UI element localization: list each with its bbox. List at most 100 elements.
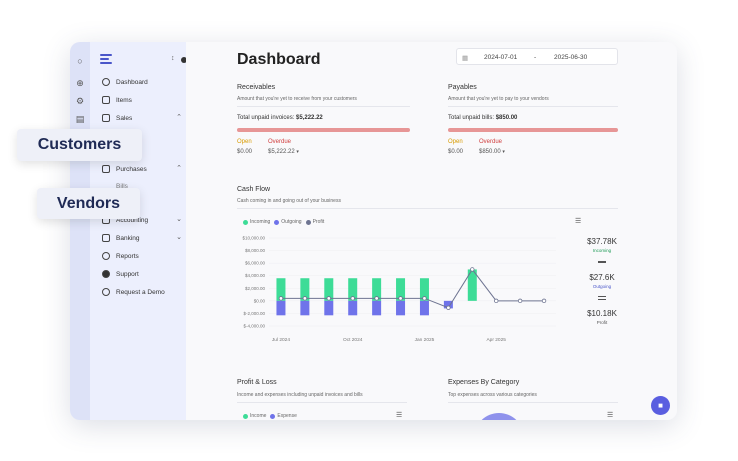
sidebar: ↕ Dashboard Items Sales ⌃ Purchases ⌃ Bi…	[90, 42, 187, 420]
profit-point	[326, 296, 331, 301]
receivables-overdue-bar	[237, 128, 410, 132]
outgoing-total: $27.6K	[589, 273, 615, 282]
legend-incoming[interactable]: Incoming	[243, 219, 270, 225]
page-title: Dashboard	[237, 51, 321, 68]
incoming-total-label: Incoming	[592, 248, 612, 253]
profit-point	[541, 298, 547, 304]
sidebar-item-purchases[interactable]: Purchases ⌃	[102, 163, 182, 175]
chat-button[interactable]: ■	[651, 396, 670, 415]
x-tick-label: Apr 2025	[486, 337, 506, 343]
sidebar-item-reports[interactable]: Reports	[102, 250, 182, 262]
sidebar-item-banking[interactable]: Banking ⌄	[102, 232, 182, 244]
brand-logo-icon[interactable]	[100, 54, 112, 64]
profit-point	[374, 296, 379, 301]
income-swatch	[243, 413, 248, 419]
caret-down-icon: ▾	[502, 149, 505, 155]
sidebar-item-sales[interactable]: Sales ⌃	[102, 112, 182, 124]
cashflow-chart: $10,000.00 $8,000.00 $6,000.00 $4,000.00 $2,…	[242, 236, 556, 343]
sidebar-item-label: Dashboard	[116, 78, 148, 86]
y-tick-label: $6,000.00	[245, 261, 266, 266]
profit-total-label: Profit	[596, 320, 608, 325]
payables-open-label: Open	[448, 139, 463, 145]
sidebar-subitem-bills[interactable]: Bills	[116, 180, 196, 192]
profit-point	[302, 296, 308, 301]
payables-overdue-value[interactable]: $850.00 ▾	[479, 149, 505, 155]
app-window: ○ ⊕ ⚙ ▤ ↕ Dashboard Items Sales ⌃ Purcha…	[70, 42, 677, 420]
equals-sign	[598, 296, 606, 297]
profit-point	[278, 296, 284, 301]
sidebar-item-label: Sales	[116, 114, 133, 122]
sidebar-item-label: Items	[116, 96, 132, 104]
cashflow-subtitle: Cash coming in and going out of your bus…	[237, 198, 341, 204]
receivables-overdue-amount: $5,222.22	[268, 149, 295, 155]
divider	[237, 208, 618, 209]
outgoing-bar	[372, 300, 382, 316]
document-icon[interactable]: ▤	[75, 114, 85, 124]
profit-point	[494, 298, 499, 304]
cashflow-title: Cash Flow	[237, 186, 271, 193]
incoming-total: $37.78K	[587, 237, 617, 246]
outgoing-swatch	[274, 219, 280, 225]
sidebar-item-label: Support	[116, 270, 139, 278]
incoming-bar	[348, 278, 358, 301]
legend-outgoing[interactable]: Outgoing	[274, 219, 302, 225]
legend-profit[interactable]: Profit	[305, 219, 325, 225]
minus-sign	[598, 261, 606, 263]
payables-overdue-label: Overdue	[479, 139, 503, 145]
outgoing-bar	[276, 300, 286, 316]
sidebar-item-items[interactable]: Items	[102, 94, 182, 106]
receivables-unpaid: Total unpaid invoices: $5,222.22	[237, 115, 323, 121]
y-tick-label: $8,000.00	[245, 248, 266, 253]
receivables-unpaid-value: $5,222.22	[296, 115, 323, 121]
receivables-open-label: Open	[237, 139, 252, 145]
y-tick-label: $-4,000.00	[243, 324, 265, 329]
expenses-category-title: Expenses By Category	[448, 379, 520, 386]
user-icon[interactable]: ○	[77, 56, 83, 66]
profit-point	[398, 296, 403, 301]
notification-dot[interactable]	[181, 57, 187, 63]
cart-icon	[102, 165, 110, 173]
divider	[237, 106, 410, 107]
chart-menu-icon[interactable]: ☰	[396, 412, 403, 419]
main-content: Dashboard ▦ 2024-07-01 - 2025-06-30 Rece…	[186, 42, 677, 420]
date-to[interactable]: 2025-06-30	[554, 54, 588, 61]
payables-unpaid-value: $850.00	[495, 115, 518, 121]
org-switcher-chevron-icon[interactable]: ↕	[171, 55, 175, 62]
incoming-bar	[300, 278, 310, 301]
expenses-pie-chart	[474, 413, 524, 420]
sidebar-item-label: Purchases	[116, 165, 147, 173]
date-from[interactable]: 2024-07-01	[484, 54, 518, 61]
chevron-up-icon: ⌃	[176, 165, 182, 172]
outgoing-total-label: Outgoing	[592, 284, 612, 289]
x-tick-label: Oct 2024	[343, 337, 363, 343]
y-tick-label: $10,000.00	[242, 236, 265, 241]
chart-menu-icon[interactable]: ☰	[607, 412, 614, 419]
legend-expense[interactable]: Expense	[270, 413, 297, 419]
incoming-bar	[419, 278, 429, 301]
incoming-bar	[467, 269, 477, 301]
date-range-picker[interactable]: ▦ 2024-07-01 - 2025-06-30	[456, 48, 618, 65]
receivables-overdue-value[interactable]: $5,222.22 ▾	[268, 149, 299, 155]
sidebar-item-support[interactable]: Support	[102, 268, 182, 280]
expense-swatch	[270, 413, 276, 419]
add-icon[interactable]: ⊕	[76, 78, 84, 88]
sidebar-item-label: Reports	[116, 252, 139, 260]
legend-income[interactable]: Income	[243, 413, 266, 419]
gear-icon[interactable]: ⚙	[75, 96, 85, 106]
legend-label: Profit	[312, 219, 325, 225]
x-tick-label: Jan 2025	[415, 337, 435, 343]
profit-loss-subtitle: Income and expenses including unpaid inv…	[237, 392, 363, 398]
sidebar-item-request-demo[interactable]: Request a Demo	[102, 286, 182, 298]
receivables-overdue-label: Overdue	[268, 139, 292, 145]
sidebar-item-dashboard[interactable]: Dashboard	[102, 76, 182, 88]
profit-point	[517, 298, 523, 304]
profit-line	[280, 268, 545, 309]
bank-icon	[102, 234, 110, 242]
outgoing-bar	[443, 300, 453, 309]
profit-loss-legend: Income Expense	[243, 413, 301, 419]
chart-menu-icon[interactable]: ☰	[575, 218, 582, 225]
y-tick-label: $4,000.00	[245, 273, 266, 278]
date-separator: -	[534, 54, 537, 61]
vendors-callout: Vendors	[37, 188, 140, 219]
divider	[237, 402, 407, 403]
